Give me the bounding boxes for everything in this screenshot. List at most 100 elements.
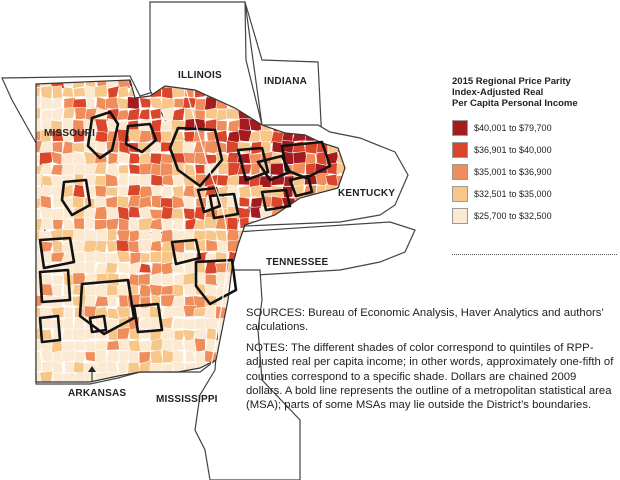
county xyxy=(149,240,163,253)
county xyxy=(118,164,130,176)
county xyxy=(138,372,153,382)
county xyxy=(272,273,285,285)
county xyxy=(36,293,43,310)
legend-swatch xyxy=(452,142,468,158)
county xyxy=(292,151,307,165)
county xyxy=(238,184,252,199)
county xyxy=(303,294,318,306)
county xyxy=(94,206,108,220)
county xyxy=(36,217,43,232)
county xyxy=(74,107,87,120)
county xyxy=(62,107,76,120)
county xyxy=(149,251,162,263)
county xyxy=(36,349,42,363)
county xyxy=(161,174,175,186)
county xyxy=(40,184,54,198)
county xyxy=(118,173,129,187)
county xyxy=(84,85,97,99)
county xyxy=(117,360,129,375)
county xyxy=(72,261,86,276)
legend-title-line: 2015 Regional Price Parity xyxy=(452,76,571,87)
msa-outlines xyxy=(38,110,332,344)
msa-outline-paducah xyxy=(208,192,240,220)
county xyxy=(106,252,119,264)
county xyxy=(129,384,142,396)
county xyxy=(93,84,108,98)
county xyxy=(160,162,174,177)
county xyxy=(173,329,186,341)
county xyxy=(215,109,230,122)
notes-heading: NOTES: xyxy=(246,341,289,354)
county xyxy=(303,273,318,285)
county xyxy=(160,120,173,132)
county xyxy=(205,239,219,252)
county xyxy=(138,195,152,210)
county xyxy=(94,185,107,197)
county xyxy=(140,252,151,264)
county xyxy=(127,240,140,254)
county xyxy=(249,206,261,219)
msa-outline-jonesboro xyxy=(170,238,202,266)
county xyxy=(94,284,108,299)
county xyxy=(292,296,305,307)
county xyxy=(36,273,41,285)
legend-swatch xyxy=(452,208,468,224)
legend-divider xyxy=(452,254,617,255)
county xyxy=(324,108,339,122)
county xyxy=(283,273,295,287)
county xyxy=(216,120,228,132)
county xyxy=(292,272,306,286)
county xyxy=(118,294,130,309)
legend-item: $32,501 to $35,000 xyxy=(452,183,617,205)
msa-outline-texarkana xyxy=(38,314,62,344)
msa-outline-pine-bluff xyxy=(132,302,164,334)
county xyxy=(39,151,53,166)
county xyxy=(194,371,208,382)
legend-swatch xyxy=(452,120,468,136)
county xyxy=(86,96,96,110)
notes-paragraph: NOTES: The different shades of color cor… xyxy=(246,341,614,413)
county xyxy=(193,229,207,242)
county xyxy=(336,97,345,111)
state-label-kentucky: KENTUCKY xyxy=(338,188,395,199)
state-label-arkansas: ARKANSAS xyxy=(68,388,126,399)
county xyxy=(128,261,142,276)
county xyxy=(105,187,119,197)
county xyxy=(161,217,173,231)
msa-outline-stlouis xyxy=(168,126,224,188)
county xyxy=(347,283,360,297)
county xyxy=(116,229,131,242)
county xyxy=(239,196,250,208)
county xyxy=(61,86,74,98)
county xyxy=(162,304,174,318)
county xyxy=(171,218,184,231)
county xyxy=(171,339,185,352)
county xyxy=(117,86,130,98)
county xyxy=(336,80,345,87)
county xyxy=(127,339,142,353)
legend-label: $36,901 to $40,000 xyxy=(474,145,552,155)
county xyxy=(150,372,164,382)
county xyxy=(336,162,345,174)
county xyxy=(149,272,163,287)
county xyxy=(171,372,186,382)
msa-outline-fort-smith xyxy=(38,268,72,304)
county xyxy=(204,273,219,287)
county xyxy=(193,219,207,231)
county xyxy=(84,228,98,243)
sources-text: SOURCES: Bureau of Economic Analysis, Ha… xyxy=(246,307,604,334)
county xyxy=(282,294,296,307)
county xyxy=(325,96,339,110)
county xyxy=(138,173,153,187)
legend-swatch xyxy=(452,164,468,180)
county xyxy=(127,184,142,197)
legend-item: $25,700 to $32,500 xyxy=(452,205,617,227)
county xyxy=(52,97,63,110)
county xyxy=(336,118,345,133)
county xyxy=(61,371,76,382)
legend-title-line: Per Capita Personal Income xyxy=(452,98,578,109)
county xyxy=(160,229,174,244)
legend-swatch xyxy=(452,186,468,202)
county xyxy=(139,97,152,109)
